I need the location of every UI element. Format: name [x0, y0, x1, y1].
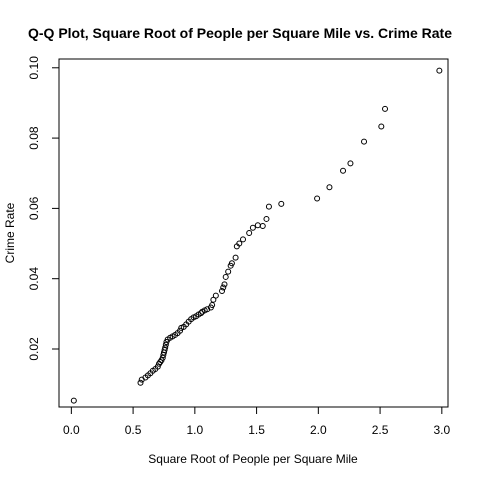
data-point [240, 236, 247, 243]
data-point [221, 281, 228, 288]
x-tick-label: 1.5 [248, 423, 265, 437]
data-point [154, 363, 161, 370]
scatter-points [70, 67, 443, 404]
data-point [382, 105, 389, 112]
y-axis-label: Crime Rate [3, 202, 17, 263]
data-point [220, 284, 227, 291]
data-point [212, 292, 219, 299]
data-point [228, 260, 235, 267]
y-tick-label: 0.10 [27, 56, 41, 80]
data-point [137, 379, 144, 386]
x-tick-label: 0.5 [125, 423, 142, 437]
data-point [340, 167, 347, 174]
x-axis: 0.0 0.5 1.0 1.5 2.0 2.5 3.0 [63, 406, 450, 437]
data-point [326, 184, 333, 191]
data-point [219, 288, 226, 294]
x-tick-label: 2.0 [310, 423, 327, 437]
data-point [246, 230, 253, 236]
data-point [436, 67, 443, 74]
data-point [249, 224, 256, 231]
plot-frame [58, 58, 449, 408]
x-axis-label: Square Root of People per Square Mile [148, 452, 358, 466]
y-tick-label: 0.04 [27, 267, 41, 291]
y-tick-label: 0.08 [27, 126, 41, 150]
y-tick-label: 0.02 [27, 337, 41, 361]
data-point [159, 354, 166, 361]
chart-title: Q-Q Plot, Square Root of People per Squa… [28, 25, 452, 41]
data-point [259, 222, 266, 229]
data-point [378, 123, 385, 130]
data-point [70, 397, 77, 404]
data-point [209, 302, 216, 309]
data-point [198, 310, 205, 317]
data-point [265, 203, 272, 210]
data-point [161, 347, 168, 354]
x-tick-label: 1.0 [186, 423, 203, 437]
data-point [225, 268, 232, 275]
data-point [222, 273, 229, 280]
data-point [278, 200, 285, 207]
x-tick-label: 0.0 [63, 423, 80, 437]
data-point [177, 327, 184, 334]
data-point [162, 341, 169, 348]
y-axis: 0.02 0.04 0.06 0.08 0.10 [27, 56, 60, 361]
data-point [263, 215, 270, 222]
data-point [347, 160, 354, 167]
data-point [314, 195, 321, 202]
data-point [254, 222, 261, 229]
data-point [361, 138, 368, 145]
data-point [210, 296, 217, 303]
data-point [236, 240, 243, 247]
x-tick-label: 2.5 [372, 423, 389, 437]
data-point [162, 344, 169, 351]
y-tick-label: 0.06 [27, 196, 41, 220]
x-tick-label: 3.0 [433, 423, 450, 437]
data-point [232, 254, 239, 261]
